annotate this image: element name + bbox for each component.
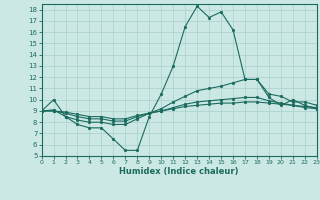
X-axis label: Humidex (Indice chaleur): Humidex (Indice chaleur) [119, 167, 239, 176]
